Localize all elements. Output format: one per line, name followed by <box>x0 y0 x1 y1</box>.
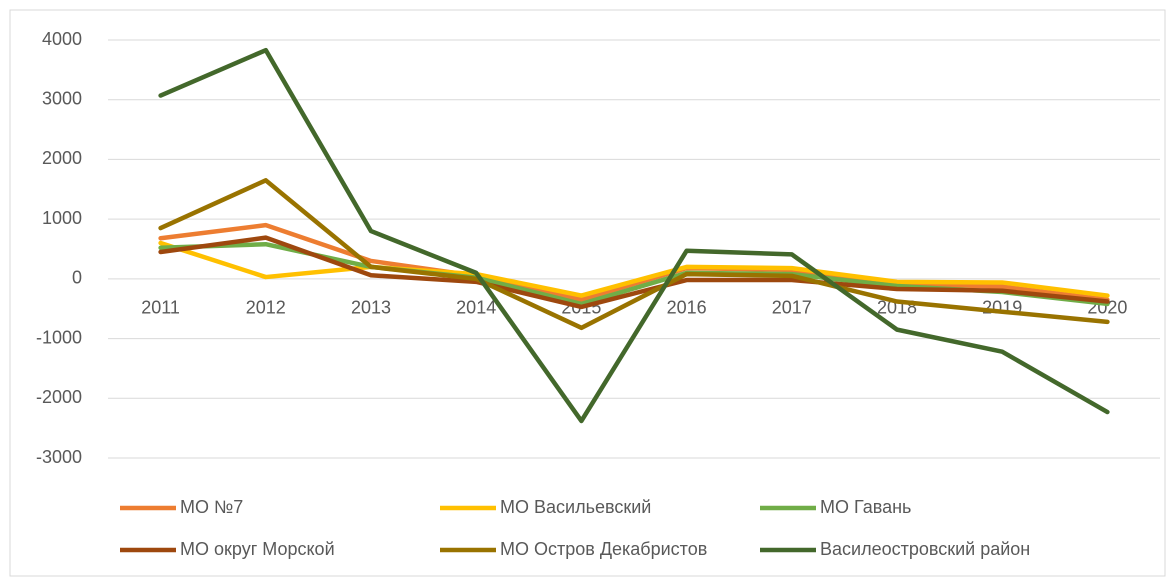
y-tick-label: 4000 <box>42 29 82 49</box>
y-tick-label: 2000 <box>42 148 82 168</box>
legend-label: МО Васильевский <box>500 497 651 517</box>
y-tick-label: -2000 <box>36 387 82 407</box>
series-line <box>158 240 1110 298</box>
x-tick-label: 2012 <box>246 298 286 318</box>
legend-label: МО Остров Декабристов <box>500 539 707 559</box>
series-line <box>158 235 1110 310</box>
y-tick-label: 0 <box>72 268 82 288</box>
y-tick-label: 3000 <box>42 88 82 108</box>
y-tick-label: -3000 <box>36 447 82 467</box>
y-tick-label: 1000 <box>42 208 82 228</box>
x-tick-label: 2013 <box>351 298 391 318</box>
series-line <box>158 222 1110 303</box>
series-line <box>158 47 1110 424</box>
legend-label: Василеостровский район <box>820 539 1030 559</box>
x-tick-label: 2014 <box>456 298 496 318</box>
x-tick-label: 2011 <box>141 298 180 318</box>
y-tick-label: -1000 <box>36 327 82 347</box>
series-line <box>158 178 1110 331</box>
legend-label: МО №7 <box>180 497 243 517</box>
x-tick-label: 2017 <box>772 298 812 318</box>
legend-label: МО округ Морской <box>180 539 335 559</box>
legend-label: МО Гавань <box>820 497 911 517</box>
x-tick-label: 2016 <box>667 298 707 318</box>
